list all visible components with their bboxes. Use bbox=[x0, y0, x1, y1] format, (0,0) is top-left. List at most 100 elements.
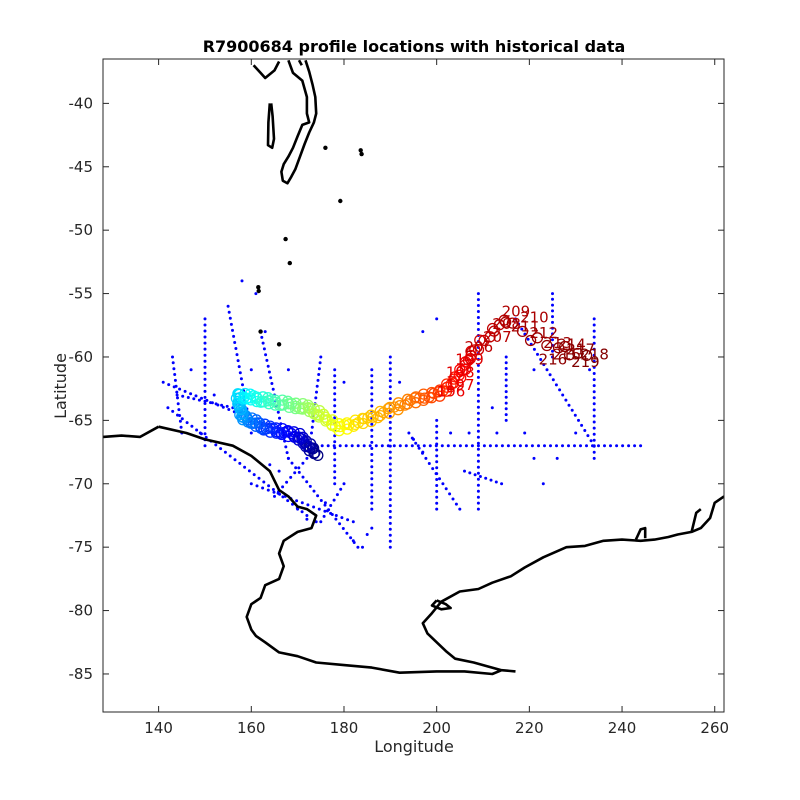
historical-point bbox=[276, 410, 280, 414]
historical-point bbox=[388, 414, 392, 418]
historical-point bbox=[329, 504, 333, 507]
float-profile-marker bbox=[563, 349, 576, 361]
historical-point bbox=[463, 469, 466, 473]
historical-point bbox=[470, 444, 474, 448]
historical-point bbox=[592, 347, 596, 351]
historical-point bbox=[349, 536, 353, 540]
historical-point bbox=[495, 431, 499, 435]
historical-point bbox=[532, 368, 536, 372]
historical-point bbox=[435, 466, 439, 470]
historical-point bbox=[484, 476, 488, 480]
historical-point bbox=[592, 444, 596, 448]
historical-point bbox=[316, 378, 320, 382]
historical-point bbox=[195, 428, 199, 432]
historical-point bbox=[561, 393, 565, 397]
x-tick-label: 200 bbox=[422, 719, 451, 737]
historical-point bbox=[332, 498, 336, 502]
historical-point bbox=[255, 484, 259, 488]
coastline bbox=[266, 103, 276, 150]
historical-point bbox=[261, 486, 265, 490]
historical-point bbox=[234, 347, 238, 350]
historical-point bbox=[333, 440, 337, 444]
historical-point bbox=[388, 510, 392, 513]
historical-point bbox=[551, 315, 554, 319]
profile-number-label: 212 bbox=[529, 324, 558, 342]
historical-point bbox=[203, 444, 207, 448]
historical-point bbox=[482, 444, 486, 448]
historical-point bbox=[203, 395, 207, 399]
historical-point bbox=[228, 454, 232, 458]
chart-title: R7900684 profile locations with historic… bbox=[203, 37, 626, 56]
historical-point bbox=[341, 527, 345, 530]
historical-point bbox=[204, 435, 208, 439]
historical-point bbox=[551, 338, 554, 342]
historical-point bbox=[589, 439, 593, 443]
historical-point bbox=[488, 444, 492, 448]
historical-point bbox=[317, 507, 321, 511]
historical-point bbox=[310, 425, 314, 429]
historical-point bbox=[476, 316, 480, 319]
historical-point bbox=[362, 444, 366, 448]
historical-point bbox=[203, 341, 207, 345]
historical-point bbox=[422, 444, 426, 448]
historical-point bbox=[269, 376, 273, 380]
historical-point bbox=[305, 480, 309, 484]
float-profile-marker bbox=[365, 409, 377, 421]
historical-point bbox=[530, 444, 534, 448]
historical-point bbox=[345, 531, 349, 535]
historical-point bbox=[370, 483, 374, 487]
historical-point bbox=[333, 368, 337, 372]
historical-point bbox=[308, 484, 312, 488]
profile-number-label: 208 bbox=[492, 315, 521, 333]
historical-point bbox=[504, 395, 508, 399]
historical-point bbox=[388, 420, 392, 424]
historical-point bbox=[237, 365, 241, 369]
historical-point bbox=[330, 513, 334, 516]
historical-point bbox=[504, 361, 508, 365]
island bbox=[358, 148, 363, 153]
historical-point bbox=[270, 382, 274, 385]
historical-point bbox=[592, 384, 596, 388]
historical-point bbox=[421, 450, 425, 454]
historical-point bbox=[370, 434, 374, 438]
historical-point bbox=[388, 450, 392, 454]
historical-point bbox=[541, 482, 545, 486]
historical-point bbox=[370, 453, 374, 456]
historical-point bbox=[339, 487, 343, 491]
coastline bbox=[297, 59, 303, 66]
float-profile-marker bbox=[464, 352, 476, 365]
historical-point bbox=[297, 466, 301, 470]
historical-point bbox=[476, 411, 480, 415]
historical-point bbox=[203, 408, 207, 411]
historical-point bbox=[189, 392, 193, 396]
historical-point bbox=[271, 387, 275, 391]
historical-point bbox=[504, 418, 508, 422]
float-profile-marker bbox=[264, 426, 276, 438]
historical-point bbox=[295, 499, 299, 503]
historical-point bbox=[410, 444, 414, 448]
y-axis: -40 -45 -50 -55 -60 -65 -70 -75 -80 -85 bbox=[69, 94, 724, 683]
float-profile-marker bbox=[244, 392, 257, 404]
historical-point bbox=[333, 398, 337, 402]
historical-point bbox=[592, 450, 596, 454]
island bbox=[256, 288, 261, 294]
historical-point bbox=[370, 404, 374, 408]
historical-point bbox=[388, 367, 392, 371]
y-tick-label: -85 bbox=[69, 665, 94, 683]
historical-point bbox=[592, 378, 596, 382]
historical-point bbox=[203, 420, 207, 424]
y-tick-label: -70 bbox=[69, 475, 94, 493]
historical-point bbox=[365, 533, 369, 536]
historical-point bbox=[229, 322, 233, 326]
historical-point bbox=[333, 452, 337, 456]
historical-point bbox=[621, 444, 625, 448]
coastline bbox=[158, 425, 724, 676]
historical-point bbox=[203, 317, 207, 321]
historical-point bbox=[428, 444, 432, 448]
historical-point bbox=[370, 489, 374, 493]
historical-point bbox=[233, 341, 237, 344]
historical-point bbox=[370, 392, 374, 396]
historical-point bbox=[281, 485, 285, 489]
historical-point bbox=[346, 518, 350, 522]
historical-point bbox=[504, 401, 508, 405]
